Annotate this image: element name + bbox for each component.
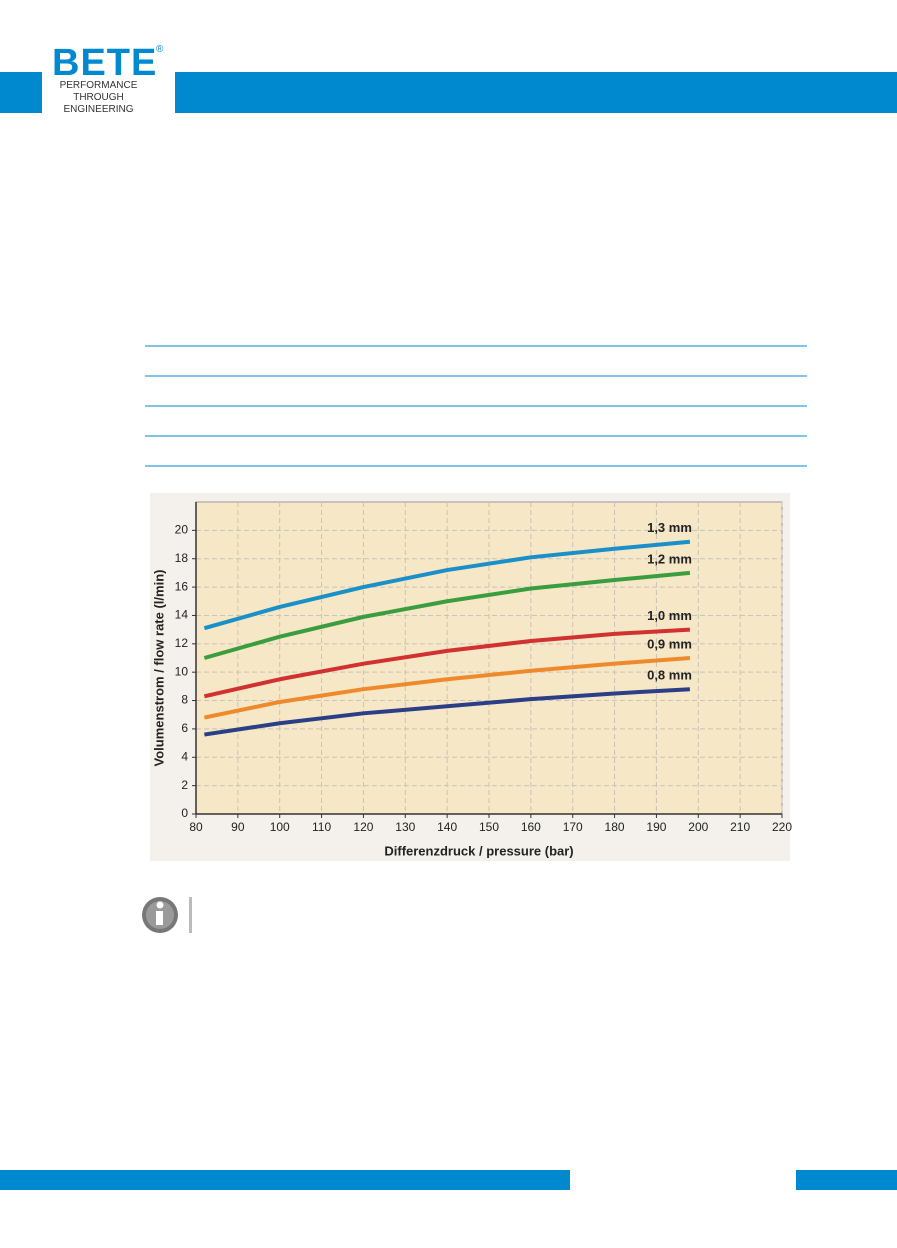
- x-tick-label: 190: [646, 820, 666, 834]
- x-axis-label: Differenzdruck / pressure (bar): [384, 843, 573, 858]
- series-line: [204, 687, 691, 737]
- x-tick-label: 220: [772, 820, 792, 834]
- x-tick-label: 110: [312, 820, 331, 834]
- y-tick-label: 4: [181, 749, 188, 763]
- x-tick-label: 150: [479, 820, 499, 834]
- series-line: [203, 570, 691, 660]
- footer-bar: [796, 1170, 897, 1190]
- y-tick-label: 10: [175, 664, 189, 678]
- x-tick-label: 140: [437, 820, 457, 834]
- series-line: [203, 656, 691, 720]
- y-tick-label: 18: [175, 551, 189, 565]
- x-tick-label: 90: [231, 820, 245, 834]
- series-label: 1,2 mm: [647, 551, 692, 566]
- y-tick-label: 6: [181, 721, 188, 735]
- tagline: ENGINEERING: [63, 104, 134, 115]
- tagline: PERFORMANCE: [59, 80, 138, 91]
- footer-bar: [0, 1170, 570, 1190]
- y-tick-label: 8: [181, 693, 188, 707]
- series-label: 1,0 mm: [647, 608, 692, 623]
- series-line: [203, 539, 691, 631]
- x-tick-label: 100: [270, 820, 290, 834]
- x-tick-label: 210: [730, 820, 750, 834]
- x-tick-label: 160: [521, 820, 541, 834]
- registered: ®: [156, 44, 164, 55]
- x-tick-label: 200: [688, 820, 708, 834]
- info-bar: [189, 897, 192, 933]
- info-icon: [156, 901, 164, 909]
- y-axis-label: Volumenstrom / flow rate (l/min): [151, 570, 166, 767]
- y-tick-label: 14: [175, 608, 189, 622]
- y-tick-label: 20: [175, 523, 189, 537]
- logo-box: BETE ® PERFORMANCE THROUGH ENGINEERING: [42, 40, 175, 118]
- series-label: 1,3 mm: [647, 520, 692, 535]
- logo: BETE: [52, 42, 158, 84]
- chart: 80 90 100 110 120 130 140 150 160 170 180 190 200 210…: [151, 501, 792, 858]
- x-tick-label: 80: [189, 820, 203, 834]
- x-tick-label: 120: [353, 820, 373, 834]
- x-tick-label: 130: [395, 820, 415, 834]
- x-tick-label: 170: [563, 820, 583, 834]
- y-tick-label: 0: [181, 806, 188, 820]
- tagline: THROUGH: [73, 92, 124, 103]
- y-tick-label: 16: [175, 579, 189, 593]
- info-icon: [156, 911, 163, 925]
- y-tick-label: 2: [181, 778, 188, 792]
- series-label: 0,9 mm: [647, 636, 692, 651]
- y-tick-label: 12: [175, 636, 189, 650]
- x-tick-label: 180: [605, 820, 625, 834]
- series-label: 0,8 mm: [647, 668, 692, 683]
- series-line: [203, 627, 691, 699]
